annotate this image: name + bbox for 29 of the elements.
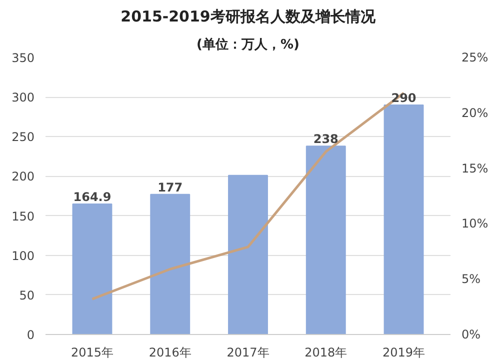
bar [384,104,424,334]
data-label: 177 [158,180,183,194]
x-tick-label: 2017年 [226,346,270,360]
y2-tick-label: 0% [462,328,481,342]
bar [306,146,346,334]
bar [150,194,190,334]
y2-tick-label: 25% [462,50,488,64]
y-tick-label: 50 [19,288,35,302]
y-tick-label: 250 [12,130,34,144]
y-tick-label: 0 [26,328,35,342]
x-tick-label: 2016年 [148,346,192,360]
y2-tick-label: 20% [462,106,488,120]
y2-tick-label: 5% [462,272,481,286]
y2-tick-label: 15% [462,161,488,176]
data-label: 238 [313,132,338,146]
bar [228,174,268,334]
data-label: 164.9 [73,190,112,204]
x-tick-label: 2019年 [382,346,426,360]
y-tick-label: 300 [12,90,34,105]
y2-tick-label: 10% [462,216,488,231]
chart-title: 2015-2019考研报名人数及增长情况 [120,8,376,26]
bar [72,203,112,334]
chart-subtitle: (单位：万人，%) [196,36,300,52]
x-tick-label: 2015年 [70,346,114,360]
x-tick-label: 2018年 [304,346,348,360]
y-tick-label: 100 [12,248,34,263]
y-tick-label: 200 [12,170,34,184]
y-tick-label: 150 [12,209,34,224]
y-tick-label: 350 [12,51,34,65]
